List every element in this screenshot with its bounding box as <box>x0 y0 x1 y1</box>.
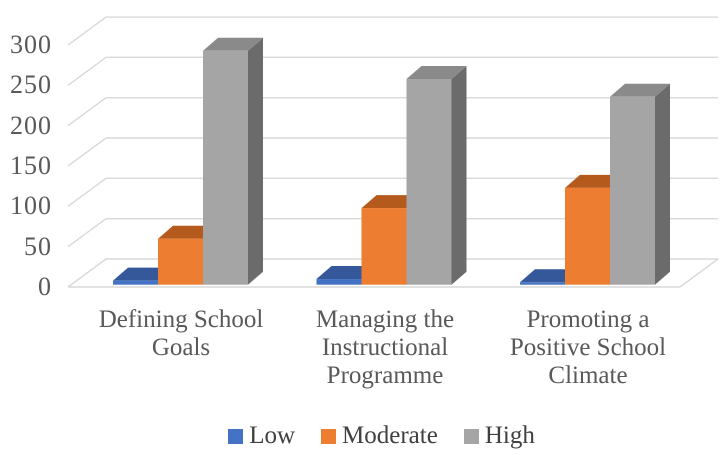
legend: Low Moderate High <box>0 423 723 449</box>
bar-side-high <box>451 66 467 285</box>
bar-low-1 <box>316 279 362 285</box>
bar-top-high <box>610 83 670 97</box>
bar-high-0 <box>203 50 248 285</box>
y-tick-label: 50 <box>24 232 52 261</box>
gridline-diagonal <box>67 218 107 248</box>
y-tick-label: 0 <box>38 272 52 301</box>
legend-item-low: Low <box>228 423 295 449</box>
y-tick-label: 250 <box>10 70 52 99</box>
gridline-diagonal <box>67 97 107 127</box>
bar-high-2 <box>610 96 655 285</box>
y-tick-label: 200 <box>10 111 52 140</box>
bar-moderate-2 <box>565 187 610 285</box>
category-label: Managing the Instructional Programme <box>315 306 455 389</box>
gridline-diagonal <box>67 56 107 86</box>
bar-moderate-0 <box>158 238 203 285</box>
gridline-diagonal <box>67 137 107 167</box>
gridline-diagonal <box>67 258 107 288</box>
legend-label: Low <box>249 422 296 449</box>
y-tick-label: 150 <box>10 151 52 180</box>
category-label: Promoting a Positive School Climate <box>509 306 667 389</box>
legend-item-moderate: Moderate <box>321 423 438 449</box>
bar-low-2 <box>520 282 565 285</box>
category-label: Defining School Goals <box>98 306 264 361</box>
bar-top-high <box>203 37 263 51</box>
y-tick-label: 300 <box>10 30 52 59</box>
legend-label: High <box>484 422 535 449</box>
legend-swatch-moderate <box>321 428 337 444</box>
bar-high-1 <box>406 79 452 285</box>
bar-moderate-1 <box>361 208 407 285</box>
legend-swatch-low <box>228 428 244 444</box>
bar-side-high <box>248 37 263 285</box>
gridline-diagonal <box>67 16 107 46</box>
legend-swatch-high <box>463 428 479 444</box>
legend-label: Moderate <box>342 422 438 449</box>
bar-top-high <box>406 66 467 80</box>
bar-low-0 <box>113 280 158 285</box>
floor-right-edge <box>679 258 719 288</box>
bar-side-high <box>655 83 670 285</box>
gridline-diagonal <box>67 177 107 207</box>
legend-item-high: High <box>463 422 535 449</box>
y-tick-label: 100 <box>10 191 52 220</box>
